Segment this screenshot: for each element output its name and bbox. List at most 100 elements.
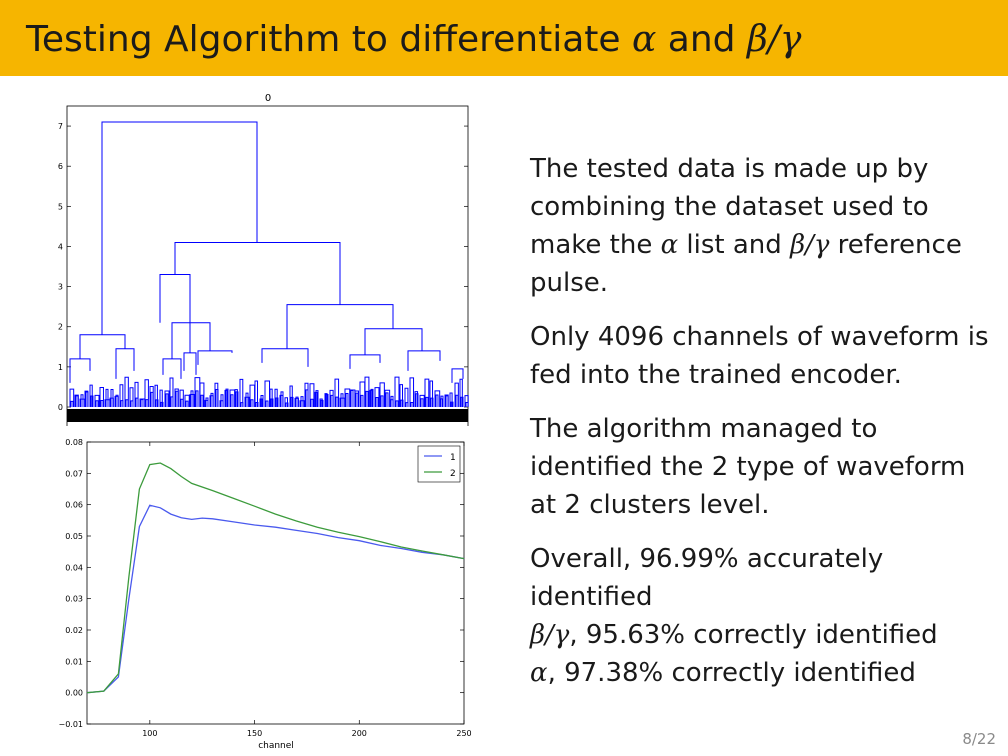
dendrogram-leaf-link bbox=[95, 400, 99, 407]
dendrogram-leaf-link bbox=[115, 394, 119, 407]
dendrogram-leaf-link bbox=[380, 395, 384, 407]
dendrogram-ytick-label: 3 bbox=[58, 283, 63, 292]
dendrogram-merge bbox=[79, 334, 126, 359]
dendrogram-merge bbox=[451, 368, 464, 383]
dendrogram-leaf-link bbox=[315, 390, 319, 407]
dendrogram-ytick-label: 0 bbox=[58, 403, 63, 412]
dendrogram-leaf-link bbox=[140, 399, 144, 407]
dendrogram-merge bbox=[197, 350, 233, 365]
dendrogram-leaf-link bbox=[70, 400, 74, 407]
dendrogram-leaf-link bbox=[179, 389, 184, 407]
dendrogram-leaf-link bbox=[345, 392, 349, 407]
dendrogram-leaf-link bbox=[394, 376, 400, 407]
paragraph-dataset: The tested data is made up by combining … bbox=[530, 150, 990, 302]
dendrogram-ytick-label: 4 bbox=[58, 242, 63, 251]
dendrogram-leaf-link bbox=[269, 388, 273, 407]
dendrogram-leaf-link bbox=[190, 390, 194, 407]
dendrogram-leaf-link bbox=[69, 388, 75, 407]
title-prefix: Testing Algorithm to differentiate bbox=[26, 19, 633, 60]
dendrogram-leaf-link bbox=[85, 391, 89, 407]
x-tick-label: 150 bbox=[247, 729, 262, 738]
p1-beta-gamma: β/γ bbox=[790, 230, 830, 260]
dendrogram-leaf-link bbox=[310, 398, 314, 407]
dendrogram-leaf-link bbox=[94, 394, 100, 407]
dendrogram-leaf-link bbox=[215, 389, 219, 407]
dendrogram-leaf-link bbox=[175, 390, 179, 407]
dendrogram-leaf-link bbox=[360, 394, 364, 407]
dendrogram-merge bbox=[162, 358, 182, 379]
dendrogram-leaf-link bbox=[409, 377, 415, 407]
p1-text-a: The tested data is made up by combining … bbox=[530, 154, 929, 260]
y-tick-label: −0.01 bbox=[58, 720, 83, 729]
dendrogram-leaf-link bbox=[240, 402, 244, 407]
dendrogram-ytick-label: 7 bbox=[58, 122, 63, 131]
paragraph-algorithm: The algorithm managed to identified the … bbox=[530, 414, 966, 520]
dendrogram-leaf-link bbox=[184, 394, 190, 407]
dendrogram-leaf-labels bbox=[67, 409, 468, 422]
dendrogram-leaf-link bbox=[375, 396, 379, 407]
dendrogram-leaf-link bbox=[265, 400, 269, 407]
dendrogram-leaf-link bbox=[340, 393, 344, 407]
line-chart: −0.01 0.00 0.01 0.02 0.03 0.04 0.05 0.06 0.07 0.0… bbox=[58, 438, 471, 751]
dendrogram-leaf-link bbox=[99, 386, 104, 407]
dendrogram-ytick-label: 5 bbox=[58, 202, 63, 211]
series-line-1 bbox=[86, 504, 465, 694]
dendrogram-leaf-link bbox=[350, 390, 354, 407]
dendrogram-leaf-link bbox=[225, 388, 229, 407]
dendrogram-leaf-link bbox=[460, 396, 464, 407]
dendrogram-leaf-link bbox=[154, 384, 158, 407]
dendrogram-leaf-link bbox=[395, 400, 399, 407]
dendrogram-leaf-link bbox=[420, 398, 424, 407]
dendrogram-leaf-link bbox=[289, 385, 293, 407]
dendrogram-leaf-link bbox=[384, 389, 391, 407]
y-tick-label: 0.06 bbox=[65, 501, 83, 510]
dendrogram-leaf-link bbox=[245, 392, 249, 407]
dendrogram-leaf-link bbox=[465, 402, 469, 407]
overall-line: Overall, 96.99% accurately identified bbox=[530, 544, 884, 612]
dendrogram-leaf-link bbox=[284, 397, 288, 407]
y-tick-label: 0.05 bbox=[65, 532, 83, 541]
dendrogram-merge bbox=[159, 274, 191, 353]
dendrogram-leaf-link bbox=[410, 401, 414, 407]
dendrogram-leaf-link bbox=[180, 398, 184, 407]
y-tick-label: 0.07 bbox=[65, 469, 83, 478]
dendrogram-leaf-link bbox=[130, 400, 134, 407]
dendrogram-leaf-link bbox=[80, 394, 84, 407]
dendrogram-leaf-link bbox=[150, 391, 154, 407]
dendrogram-leaf-link bbox=[464, 395, 469, 407]
dendrogram-leaf-link bbox=[370, 388, 374, 407]
dendrogram-leaf-link bbox=[400, 399, 404, 407]
dendrogram-leaf-link bbox=[159, 389, 163, 407]
dendrogram-merge bbox=[364, 328, 423, 355]
dendrogram-leaf-link bbox=[364, 376, 370, 407]
dendrogram-leaf-link bbox=[429, 380, 434, 407]
dendrogram-leaf-link bbox=[299, 400, 305, 407]
dendrogram-leaf-link bbox=[239, 378, 244, 407]
alpha-symbol: α bbox=[530, 658, 548, 688]
dendrogram-frame bbox=[66, 105, 469, 426]
dendrogram-leaf-link bbox=[455, 394, 459, 407]
paragraph-channels: Only 4096 channels of waveform is fed in… bbox=[530, 322, 989, 390]
dendrogram-leaf-link bbox=[165, 393, 169, 407]
dendrogram-leaf-link bbox=[450, 401, 454, 407]
dendrogram-merge-root bbox=[101, 121, 258, 335]
dendrogram-leaf-link bbox=[199, 382, 205, 407]
dendrogram-leaf-link bbox=[280, 391, 284, 407]
dendrogram-leaf-link bbox=[445, 395, 449, 407]
y-tick-label: 0.04 bbox=[65, 563, 83, 572]
title-and: and bbox=[656, 19, 747, 60]
dendrogram-leaf-link bbox=[75, 395, 79, 407]
dendrogram-leaf-link bbox=[210, 392, 214, 407]
dendrogram-leaf-link bbox=[404, 387, 409, 407]
dendrogram-leaf-link bbox=[385, 392, 389, 407]
legend-label-series-2: 2 bbox=[450, 469, 456, 479]
dendrogram-leaf-link bbox=[235, 391, 239, 407]
dendrogram-leaf-link bbox=[185, 400, 189, 407]
dendrogram-leaf-link bbox=[324, 393, 328, 407]
x-tick-label: 100 bbox=[142, 729, 157, 738]
dendrogram-leaf-link bbox=[124, 376, 129, 407]
dendrogram-leaf-link bbox=[254, 380, 259, 407]
dendrogram-leaf-link bbox=[275, 397, 279, 407]
legend-label-series-1: 1 bbox=[450, 453, 456, 463]
dendrogram-leaf-link bbox=[129, 387, 134, 407]
